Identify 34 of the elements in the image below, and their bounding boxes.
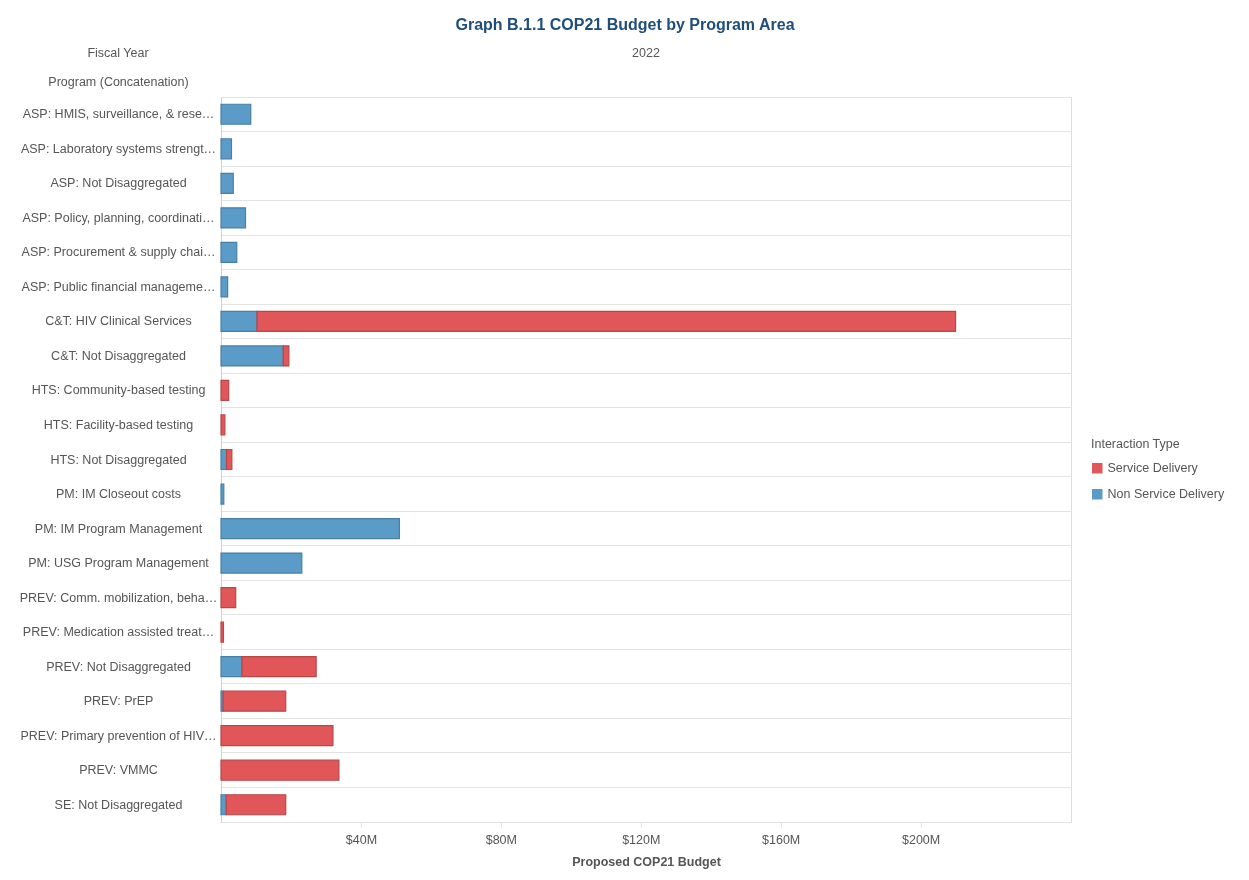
- legend-label: Non Service Delivery: [1107, 487, 1225, 502]
- y-tick-label: ASP: Policy, planning, coordinati…: [22, 210, 215, 225]
- y-tick-label: PREV: Primary prevention of HIV…: [20, 728, 217, 743]
- y-tick-label: HTS: Facility-based testing: [43, 417, 194, 432]
- x-tick-label: $200M: [901, 832, 941, 847]
- x-tick-label: $40M: [345, 832, 378, 847]
- y-tick-label: PREV: Not Disaggregated: [46, 659, 191, 674]
- y-tick-label: PREV: Comm. mobilization, beha…: [19, 590, 218, 605]
- legend-title: Interaction Type: [1091, 436, 1180, 451]
- y-axis-title: Program (Concatenation): [48, 74, 189, 89]
- y-tick-label: ASP: HMIS, surveillance, & rese…: [22, 107, 215, 122]
- y-tick-label: ASP: Laboratory systems strengt…: [20, 141, 217, 156]
- x-tick-label: $80M: [485, 832, 517, 847]
- y-tick-label: PM: IM Closeout costs: [55, 487, 182, 502]
- x-tick-label: $120M: [622, 832, 661, 847]
- y-tick-label: PREV: VMMC: [79, 763, 158, 778]
- y-tick-label: ASP: Procurement & supply chai…: [21, 245, 216, 260]
- y-tick-label: PREV: PrEP: [83, 694, 154, 709]
- y-tick-label: C&T: HIV Clinical Services: [45, 314, 192, 329]
- chart-title: Graph B.1.1 COP21 Budget by Program Area: [455, 16, 795, 33]
- y-tick-label: HTS: Not Disaggregated: [50, 452, 187, 467]
- y-tick-label: ASP: Not Disaggregated: [50, 176, 187, 191]
- text: 2022: [632, 46, 660, 60]
- x-axis-title: Proposed COP21 Budget: [572, 855, 722, 869]
- text: Fiscal Year: [87, 46, 149, 60]
- y-tick-label: ASP: Public financial manageme…: [21, 279, 216, 294]
- y-tick-label: C&T: Not Disaggregated: [51, 348, 186, 363]
- y-tick-label: PREV: Medication assisted treat…: [22, 625, 215, 640]
- x-tick-label: $160M: [762, 832, 801, 847]
- y-tick-label: HTS: Community-based testing: [31, 383, 206, 398]
- y-tick-label: PM: USG Program Management: [28, 556, 210, 571]
- y-tick-label: PM: IM Program Management: [34, 521, 203, 536]
- legend-label: Service Delivery: [1107, 461, 1199, 476]
- y-tick-label: SE: Not Disaggregated: [54, 797, 183, 812]
